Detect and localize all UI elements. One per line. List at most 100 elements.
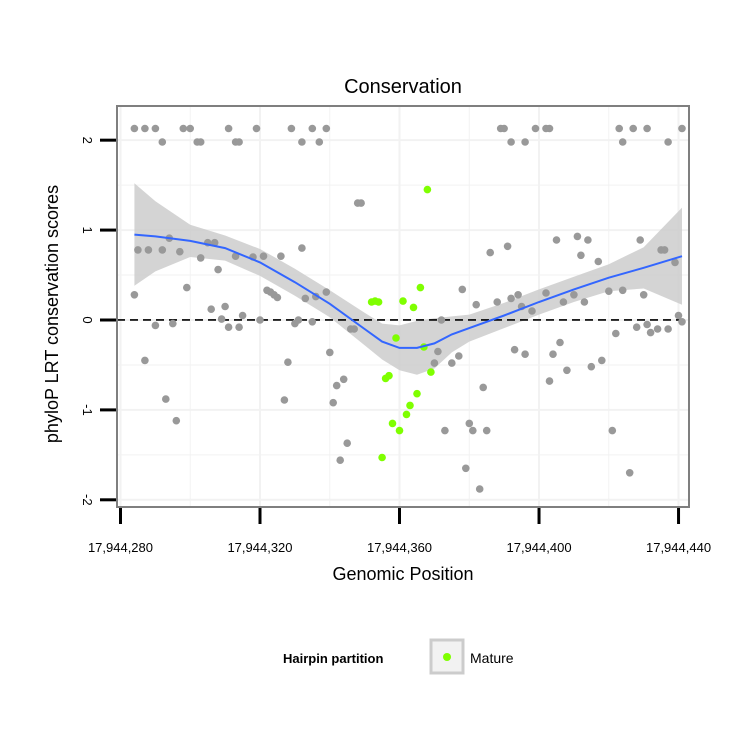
point-mature — [402, 410, 411, 419]
point-other — [646, 328, 655, 337]
point-other — [493, 298, 502, 306]
point-other — [231, 252, 240, 260]
point-other — [465, 419, 474, 428]
points-mature-series — [367, 185, 435, 462]
point-other — [678, 124, 686, 133]
point-other — [618, 138, 627, 146]
point-other — [552, 236, 561, 244]
point-other — [618, 286, 627, 295]
point-other — [653, 325, 662, 333]
point-other — [580, 298, 589, 306]
point-mature — [385, 371, 393, 380]
point-other — [284, 358, 292, 367]
point-other — [608, 426, 617, 435]
point-other — [332, 381, 341, 390]
x-tick-label: 17,944,400 — [506, 540, 571, 555]
point-other — [486, 248, 495, 257]
point-other — [430, 359, 439, 367]
legend: Hairpin partition Mature — [283, 638, 514, 675]
point-other — [549, 350, 557, 359]
point-other — [455, 352, 463, 360]
point-other — [277, 252, 285, 260]
x-tick-label: 17,944,320 — [227, 540, 292, 555]
point-other — [671, 258, 679, 267]
point-other — [479, 383, 488, 392]
point-other — [639, 291, 648, 299]
point-other — [514, 291, 522, 299]
point-other — [151, 124, 160, 133]
points-other-series — [130, 124, 686, 493]
point-other — [350, 325, 359, 333]
y-axis-label: phyloP LRT conservation scores — [42, 185, 62, 443]
point-other — [521, 138, 529, 146]
point-other — [577, 251, 585, 260]
point-other — [469, 426, 477, 435]
point-other — [162, 395, 170, 403]
y-tick-label: 0 — [80, 316, 95, 323]
point-other — [336, 456, 345, 465]
point-other — [605, 287, 613, 296]
point-other — [144, 246, 153, 254]
point-mature — [409, 303, 418, 312]
legend-mature-marker — [443, 653, 451, 661]
point-other — [273, 293, 282, 302]
point-other — [573, 232, 582, 241]
point-other — [287, 124, 296, 133]
point-other — [186, 124, 194, 133]
y-tick-label: 1 — [80, 226, 95, 233]
point-other — [172, 416, 181, 425]
point-other — [196, 138, 205, 146]
point-other — [329, 398, 338, 407]
point-other — [141, 124, 149, 133]
point-other — [326, 348, 334, 357]
point-other — [315, 138, 324, 146]
point-other — [643, 320, 651, 329]
point-other — [678, 318, 686, 326]
point-other — [134, 246, 142, 254]
point-other — [130, 124, 139, 133]
point-other — [531, 124, 540, 133]
point-other — [643, 124, 651, 133]
point-other — [141, 356, 149, 365]
point-mature — [416, 283, 425, 292]
smooth-trend-line — [134, 233, 683, 349]
point-other — [196, 254, 205, 262]
y-tick-label: -2 — [80, 494, 95, 506]
point-other — [235, 138, 243, 146]
point-other — [308, 318, 317, 326]
point-other — [510, 345, 519, 354]
point-mature — [423, 185, 432, 194]
point-other — [462, 464, 470, 473]
point-other — [357, 199, 365, 207]
point-other — [298, 244, 306, 252]
point-other — [674, 311, 683, 320]
x-axis-label: Genomic Position — [332, 564, 473, 584]
point-other — [660, 246, 669, 254]
point-other — [322, 124, 331, 133]
point-other — [503, 242, 512, 251]
chart-title: Conservation — [344, 76, 462, 98]
point-other — [224, 323, 233, 332]
point-other — [151, 321, 160, 330]
point-other — [434, 347, 442, 356]
point-other — [482, 426, 491, 435]
point-other — [179, 124, 188, 133]
point-other — [252, 124, 261, 133]
point-other — [322, 288, 331, 296]
point-other — [542, 289, 550, 297]
point-other — [545, 124, 554, 133]
x-tick-label: 17,944,280 — [88, 540, 153, 555]
point-other — [664, 138, 672, 146]
confidence-band — [134, 183, 682, 375]
point-other — [158, 246, 167, 254]
point-other — [343, 439, 352, 448]
point-other — [339, 375, 348, 384]
point-other — [169, 319, 177, 328]
point-other — [221, 302, 229, 311]
point-other — [612, 329, 620, 338]
x-tick-label: 17,944,360 — [367, 540, 432, 555]
point-other — [441, 426, 449, 435]
point-other — [598, 356, 606, 365]
point-other — [176, 247, 184, 256]
